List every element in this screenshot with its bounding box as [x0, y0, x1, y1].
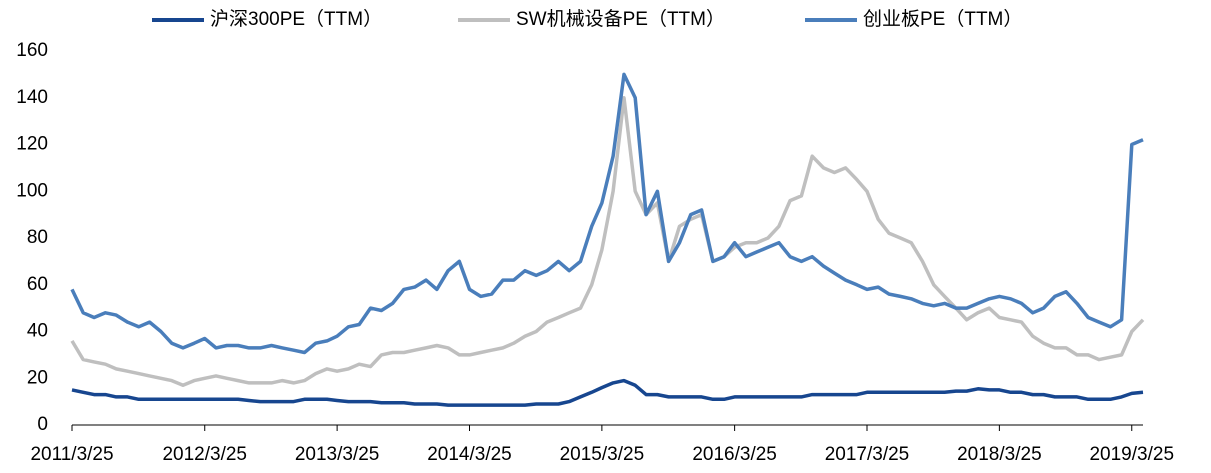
x-tick-label: 2016/3/25 — [692, 444, 777, 465]
series-line — [70, 72, 1144, 355]
y-tick-label: 20 — [27, 367, 48, 388]
y-tick-label: 160 — [16, 40, 48, 61]
x-tick-label: 2011/3/25 — [30, 444, 113, 465]
x-tick-label: 2015/3/25 — [560, 444, 645, 465]
legend-label: 创业板PE（TTM） — [863, 8, 1022, 30]
y-tick-label: 0 — [37, 414, 48, 435]
y-tick-label: 40 — [27, 321, 48, 342]
y-tick-label: 120 — [16, 134, 48, 155]
x-tick-label: 2018/3/25 — [957, 444, 1042, 465]
legend-label: SW机械设备PE（TTM） — [516, 8, 725, 30]
legend-label: 沪深300PE（TTM） — [210, 8, 382, 30]
x-tick-label: 2012/3/25 — [162, 444, 247, 465]
y-tick-label: 100 — [16, 180, 48, 201]
series-line — [71, 378, 1144, 407]
x-tick-label: 2014/3/25 — [427, 444, 512, 465]
x-tick-label: 2017/3/25 — [825, 444, 910, 465]
series-line — [70, 96, 1145, 388]
y-tick-label: 80 — [27, 227, 48, 248]
y-tick-label: 60 — [27, 274, 48, 295]
y-tick-label: 140 — [16, 87, 48, 108]
x-tick-label: 2019/3/25 — [1089, 444, 1174, 465]
x-tick-label: 2013/3/25 — [295, 444, 380, 465]
